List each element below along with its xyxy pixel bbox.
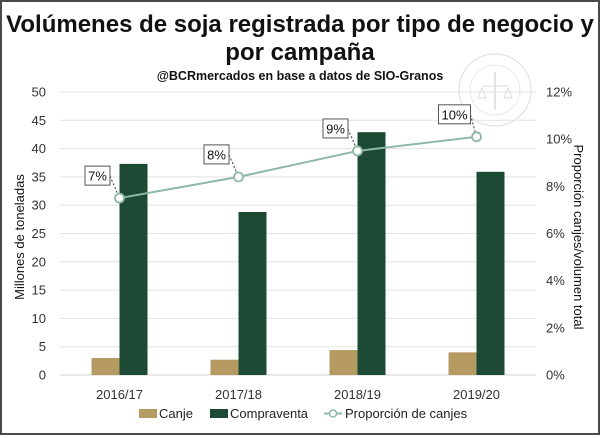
right-tick-label: 4% <box>546 273 565 288</box>
bar-compraventa <box>476 171 505 375</box>
left-tick-label: 50 <box>32 85 46 100</box>
bar-canje <box>210 359 239 375</box>
right-tick-label: 12% <box>546 85 572 100</box>
right-axis-ticks: 0% 2% 4% 6% 8% 10% 12% <box>546 85 572 383</box>
data-label-box <box>203 144 230 165</box>
chart-title-line1: Volúmenes de soja registrada por tipo de… <box>6 11 594 38</box>
left-tick-label: 5 <box>39 339 46 354</box>
proportion-line: 7% 8% 9% 10% <box>84 104 482 204</box>
legend-label-canje: Canje <box>159 406 193 421</box>
bar-canje <box>91 358 120 375</box>
bar-canje <box>329 350 358 375</box>
data-label: 7% <box>88 169 107 184</box>
legend: Canje Compraventa Proporción de canjes <box>139 406 468 421</box>
bars <box>91 132 505 375</box>
legend-marker-proportion <box>328 409 338 418</box>
left-tick-label: 35 <box>32 169 46 184</box>
right-tick-label: 2% <box>546 320 565 335</box>
chart-title-line2: por campaña <box>225 39 375 66</box>
left-tick-label: 10 <box>32 311 46 326</box>
data-label-box <box>84 165 111 186</box>
bar-compraventa <box>357 132 386 375</box>
left-tick-label: 20 <box>32 254 46 269</box>
bar-compraventa <box>238 211 267 375</box>
data-label-box <box>322 118 349 139</box>
left-tick-label: 30 <box>32 198 46 213</box>
proportion-marker <box>352 145 363 157</box>
right-tick-label: 8% <box>546 179 565 194</box>
right-tick-label: 0% <box>546 368 565 383</box>
legend-label-compraventa: Compraventa <box>230 406 309 421</box>
x-tick-label: 2018/19 <box>334 387 381 402</box>
chart-svg: Volúmenes de soja registrada por tipo de… <box>6 11 594 421</box>
proportion-marker <box>471 131 482 143</box>
legend-swatch-canje <box>139 409 157 418</box>
x-axis-ticks: 2016/17 2017/18 2018/19 2019/20 <box>96 387 500 402</box>
legend-swatch-compraventa <box>210 409 228 418</box>
data-label-box <box>438 104 471 125</box>
right-tick-label: 10% <box>546 132 572 147</box>
left-tick-label: 40 <box>32 141 46 156</box>
data-label: 10% <box>441 107 467 122</box>
legend-label-proportion: Proporción de canjes <box>345 406 468 421</box>
x-tick-label: 2017/18 <box>215 387 262 402</box>
data-label: 8% <box>207 147 226 162</box>
chart-subtitle: @BCRmercados en base a datos de SIO-Gran… <box>157 69 444 83</box>
x-tick-label: 2019/20 <box>453 387 500 402</box>
x-tick-label: 2016/17 <box>96 387 143 402</box>
data-label: 9% <box>326 121 345 136</box>
watermark-seal-icon <box>458 53 532 127</box>
right-axis-title: Proporción canjes/volumen total <box>571 145 586 330</box>
left-tick-label: 15 <box>32 283 46 298</box>
left-tick-label: 45 <box>32 113 46 128</box>
bar-canje <box>448 352 477 375</box>
right-tick-label: 6% <box>546 226 565 241</box>
proportion-marker <box>114 192 125 204</box>
left-tick-label: 0 <box>39 368 46 383</box>
left-axis-title: Millones de toneladas <box>12 174 27 300</box>
left-axis-ticks: 0 5 10 15 20 25 30 35 40 45 50 <box>32 85 46 383</box>
proportion-marker <box>233 171 244 183</box>
proportion-line-path <box>119 135 477 200</box>
left-tick-label: 25 <box>32 226 46 241</box>
